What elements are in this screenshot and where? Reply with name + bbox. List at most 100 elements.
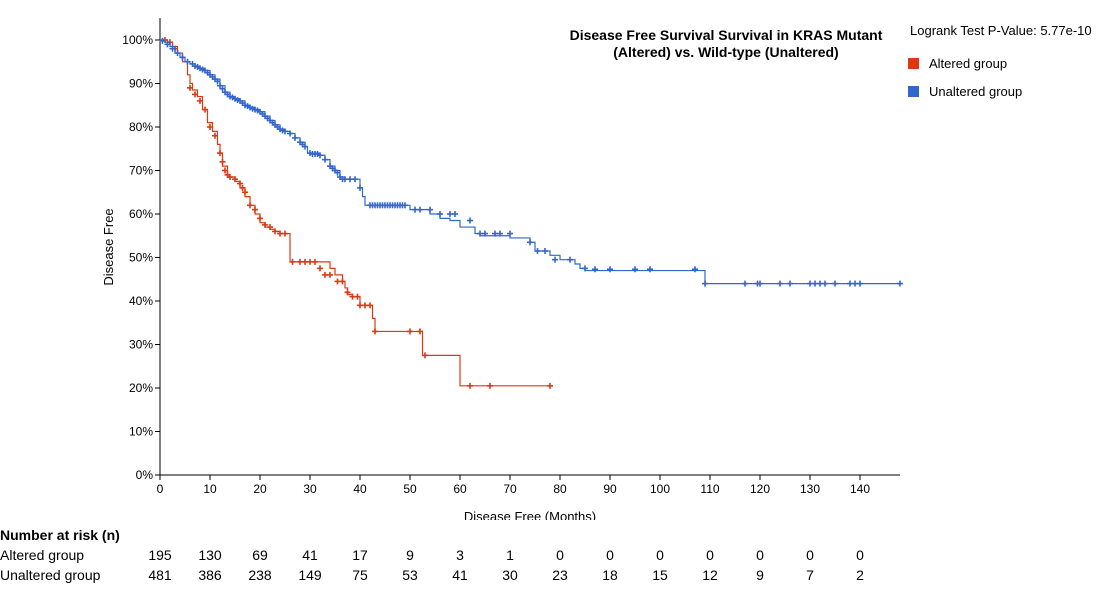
- censor-mark-altered: [257, 215, 263, 222]
- censor-mark-altered: [247, 202, 253, 209]
- censor-mark-unaltered: [164, 41, 171, 48]
- censor-mark-unaltered: [857, 280, 863, 287]
- censor-mark-unaltered: [607, 266, 613, 273]
- risk-value-unaltered: 75: [352, 567, 368, 583]
- censor-mark-altered: [282, 230, 288, 237]
- x-tick-label: 90: [603, 482, 617, 496]
- legend-label-unaltered: Unaltered group: [929, 84, 1023, 99]
- legend-label-altered: Altered group: [929, 56, 1008, 71]
- x-tick-label: 60: [453, 482, 467, 496]
- x-tick-label: 50: [403, 482, 417, 496]
- censor-mark-unaltered: [179, 54, 186, 61]
- risk-table-title: Number at risk (n): [0, 527, 120, 543]
- risk-value-altered: 0: [756, 547, 764, 563]
- x-tick-label: 70: [503, 482, 517, 496]
- censor-mark-unaltered: [552, 256, 558, 263]
- censor-mark-altered: [222, 167, 228, 174]
- risk-value-altered: 0: [806, 547, 814, 563]
- risk-value-unaltered: 2: [856, 567, 864, 583]
- legend-item-altered[interactable]: Altered group: [908, 56, 1007, 71]
- x-tick-label: 30: [303, 482, 317, 496]
- censor-mark-altered: [344, 289, 351, 296]
- risk-value-altered: 69: [252, 547, 268, 563]
- risk-value-altered: 1: [506, 547, 514, 563]
- censor-mark-altered: [289, 258, 296, 265]
- risk-row-label-altered: Altered group: [0, 547, 85, 563]
- y-tick-label: 70%: [129, 164, 153, 178]
- censor-mark-altered: [217, 150, 223, 157]
- censor-mark-altered: [197, 97, 203, 104]
- risk-value-altered: 0: [656, 547, 664, 563]
- censor-mark-unaltered: [822, 280, 828, 287]
- logrank-pvalue: Logrank Test P-Value: 5.77e-10: [910, 23, 1092, 38]
- censor-mark-unaltered: [897, 280, 903, 287]
- censor-mark-altered: [232, 176, 238, 183]
- y-tick-label: 100%: [122, 33, 153, 47]
- censor-mark-altered: [212, 132, 218, 139]
- y-tick-label: 60%: [129, 207, 153, 221]
- censor-mark-altered: [267, 224, 273, 231]
- censor-mark-altered: [242, 189, 248, 196]
- censor-mark-altered: [239, 184, 246, 191]
- risk-value-altered: 130: [198, 547, 222, 563]
- censor-mark-altered: [227, 174, 233, 181]
- y-tick-label: 50%: [129, 251, 153, 265]
- censor-mark-unaltered: [567, 256, 573, 263]
- censor-mark-unaltered: [184, 58, 191, 65]
- censor-mark-altered: [339, 278, 346, 285]
- x-tick-label: 100: [650, 482, 670, 496]
- censor-mark-unaltered: [787, 280, 793, 287]
- censor-mark-unaltered: [742, 280, 748, 287]
- series-unaltered: [159, 37, 903, 287]
- survival-curve-altered: [160, 39, 550, 387]
- risk-value-unaltered: 149: [298, 567, 322, 583]
- x-tick-label: 40: [353, 482, 367, 496]
- censor-mark-unaltered: [467, 217, 473, 224]
- risk-value-unaltered: 386: [198, 567, 222, 583]
- censor-mark-unaltered: [282, 128, 288, 135]
- risk-value-altered: 17: [352, 547, 368, 563]
- y-tick-label: 0%: [136, 468, 154, 482]
- censor-mark-altered: [272, 228, 278, 235]
- y-tick-label: 10%: [129, 425, 153, 439]
- censor-mark-unaltered: [482, 230, 488, 237]
- censor-mark-unaltered: [357, 184, 363, 191]
- censor-mark-unaltered: [317, 152, 323, 159]
- risk-value-unaltered: 18: [602, 567, 618, 583]
- censor-mark-altered: [202, 106, 208, 113]
- censor-mark-altered: [487, 382, 493, 389]
- censor-mark-unaltered: [497, 230, 503, 237]
- censor-mark-unaltered: [534, 247, 541, 254]
- risk-value-altered: 9: [406, 547, 414, 563]
- x-tick-label: 10: [203, 482, 217, 496]
- x-tick-label: 110: [700, 482, 719, 496]
- censor-mark-altered: [467, 382, 473, 389]
- censor-mark-altered: [317, 265, 323, 272]
- risk-value-unaltered: 7: [806, 567, 814, 583]
- series-altered: [160, 37, 553, 389]
- risk-value-unaltered: 23: [552, 567, 568, 583]
- censor-mark-unaltered: [169, 45, 176, 52]
- y-tick-label: 40%: [129, 294, 153, 308]
- risk-value-unaltered: 41: [452, 567, 468, 583]
- censor-mark-unaltered: [334, 169, 341, 176]
- censor-mark-unaltered: [402, 202, 408, 209]
- censor-mark-altered: [372, 328, 378, 335]
- x-tick-label: 130: [800, 482, 820, 496]
- censor-mark-unaltered: [427, 206, 433, 213]
- y-axis-label: Disease Free: [101, 208, 116, 285]
- censor-mark-unaltered: [217, 82, 223, 89]
- censor-mark-altered: [327, 271, 333, 278]
- risk-value-unaltered: 53: [402, 567, 418, 583]
- censor-mark-altered: [187, 84, 193, 91]
- legend-item-unaltered[interactable]: Unaltered group: [908, 84, 1022, 99]
- censor-mark-unaltered: [692, 266, 698, 273]
- risk-value-altered: 41: [302, 547, 318, 563]
- censor-mark-unaltered: [292, 134, 298, 141]
- risk-value-unaltered: 238: [248, 567, 272, 583]
- x-tick-label: 20: [253, 482, 267, 496]
- censor-mark-altered: [237, 180, 243, 187]
- censor-mark-unaltered: [322, 156, 328, 163]
- axes-layer: 0 10 20 30 40 50 60 70 80 90 100 110 120 130 140 0% 10% 2…: [122, 18, 900, 496]
- risk-value-unaltered: 30: [502, 567, 518, 583]
